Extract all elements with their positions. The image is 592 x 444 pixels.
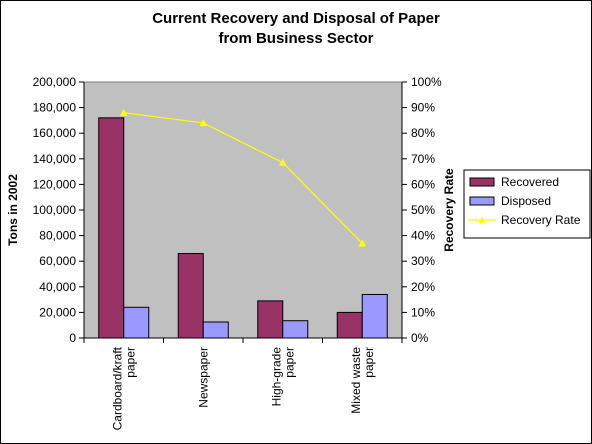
chart-title-line-1: Current Recovery and Disposal of Paper <box>152 10 440 27</box>
x-category-label: Cardboard/kraft <box>110 346 124 430</box>
right-tick-label: 60% <box>411 177 435 191</box>
right-tick-label: 30% <box>411 254 435 268</box>
bar-disposed <box>361 293 388 339</box>
right-tick-label: 70% <box>411 152 435 166</box>
left-tick-label: 80,000 <box>39 229 76 243</box>
point-recovery-rate <box>119 108 128 116</box>
x-category-label: paper <box>282 347 296 378</box>
legend-marker-recovery-rate <box>478 216 486 223</box>
plot-area: 0 20,000 40,000 60,000 80,000 100,000 120,000 1… <box>6 75 456 430</box>
point-recovery-rate <box>358 239 367 247</box>
chart-title-line-2: from Business Sector <box>218 30 373 47</box>
legend-label-recovery-rate: Recovery Rate <box>501 213 581 227</box>
line-recovery-rate <box>123 112 363 244</box>
x-category-label: Mixed waste <box>349 347 363 414</box>
bar-recovered <box>177 253 204 339</box>
right-tick-label: 0% <box>411 331 429 345</box>
right-tick-label: 50% <box>411 203 435 217</box>
left-tick-label: 140,000 <box>33 152 77 166</box>
right-tick-label: 40% <box>411 229 435 243</box>
left-tick-label: 0 <box>69 331 76 345</box>
legend-label-recovered: Recovered <box>501 175 559 189</box>
right-tick-label: 10% <box>411 305 435 319</box>
left-tick-label: 200,000 <box>33 75 77 89</box>
bar-recovered <box>98 117 125 339</box>
y-axis-title: Tons in 2002 <box>6 174 20 246</box>
bar-recovered <box>336 311 363 339</box>
right-tick-label: 100% <box>411 75 442 89</box>
left-tick-label: 60,000 <box>39 254 76 268</box>
x-category-label: paper <box>123 347 137 378</box>
plot-background <box>83 81 403 339</box>
right-tick-label: 80% <box>411 126 435 140</box>
x-category-label: paper <box>362 347 376 378</box>
legend-swatch-disposed <box>469 196 495 206</box>
right-tick-label: 20% <box>411 280 435 294</box>
legend-swatch-recovered <box>469 177 495 187</box>
legend: Recovered Disposed Recovery Rate <box>463 169 591 239</box>
point-recovery-rate <box>199 118 208 127</box>
y2-axis-title: Recovery Rate <box>442 168 456 252</box>
left-tick-label: 100,000 <box>33 203 77 217</box>
point-recovery-rate <box>278 158 287 166</box>
x-category-label: Newspaper <box>196 347 210 408</box>
legend-label-disposed: Disposed <box>501 194 551 208</box>
left-tick-label: 120,000 <box>33 177 77 191</box>
bar-disposed <box>202 321 229 339</box>
bar-recovered <box>257 300 284 339</box>
x-category-label: High-grade <box>269 347 283 407</box>
left-tick-label: 180,000 <box>33 101 77 115</box>
right-tick-label: 90% <box>411 101 435 115</box>
bar-disposed <box>282 320 309 339</box>
left-tick-label: 20,000 <box>39 305 76 319</box>
bar-disposed <box>123 306 150 339</box>
left-tick-label: 160,000 <box>33 126 77 140</box>
left-tick-label: 40,000 <box>39 280 76 294</box>
